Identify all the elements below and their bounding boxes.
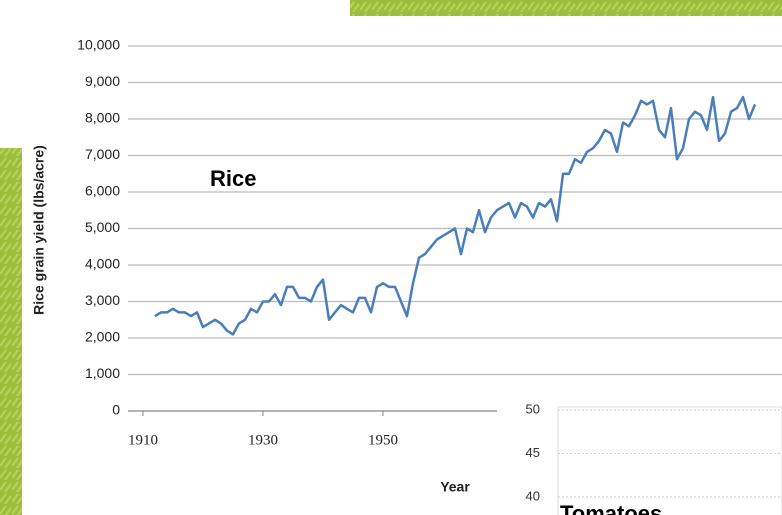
x-tick-label: 1930 — [248, 432, 278, 448]
y-tick-label: 10,000 — [77, 37, 120, 53]
annotation: Rice — [210, 166, 256, 191]
y-tick-label: 9,000 — [85, 73, 120, 89]
y-tick-label: 8,000 — [85, 110, 120, 126]
x-tick-label: 1910 — [128, 432, 158, 448]
background-texture — [0, 148, 22, 515]
screenshot: 0 1,000 2,000 3,000 4,000 5,000 6,000 7,000 8,00… — [0, 0, 782, 515]
x-axis-label: Year — [440, 479, 470, 495]
y-tick-label: 40 — [526, 488, 540, 503]
y-tick-label: 4,000 — [85, 256, 120, 272]
y-axis-label: Rice grain yield (lbs/acre) — [31, 145, 47, 315]
page: {"chart_data": [ {"type": "line", "annot… — [0, 0, 782, 515]
y-tick-label: 45 — [526, 445, 540, 460]
y-tick-label: 7,000 — [85, 146, 120, 162]
y-tick-label: 5,000 — [85, 219, 120, 235]
y-tick-label: 2,000 — [85, 329, 120, 345]
data-line — [155, 97, 755, 334]
background-texture — [350, 0, 782, 16]
y-tick-label: 50 — [526, 401, 540, 416]
chart-title: Tomatoes — [560, 501, 662, 515]
y-tick-label: 1,000 — [85, 365, 120, 381]
y-tick-label: 0 — [112, 402, 120, 418]
y-tick-label: 6,000 — [85, 183, 120, 199]
x-tick-label: 1950 — [368, 432, 398, 448]
y-tick-label: 3,000 — [85, 292, 120, 308]
